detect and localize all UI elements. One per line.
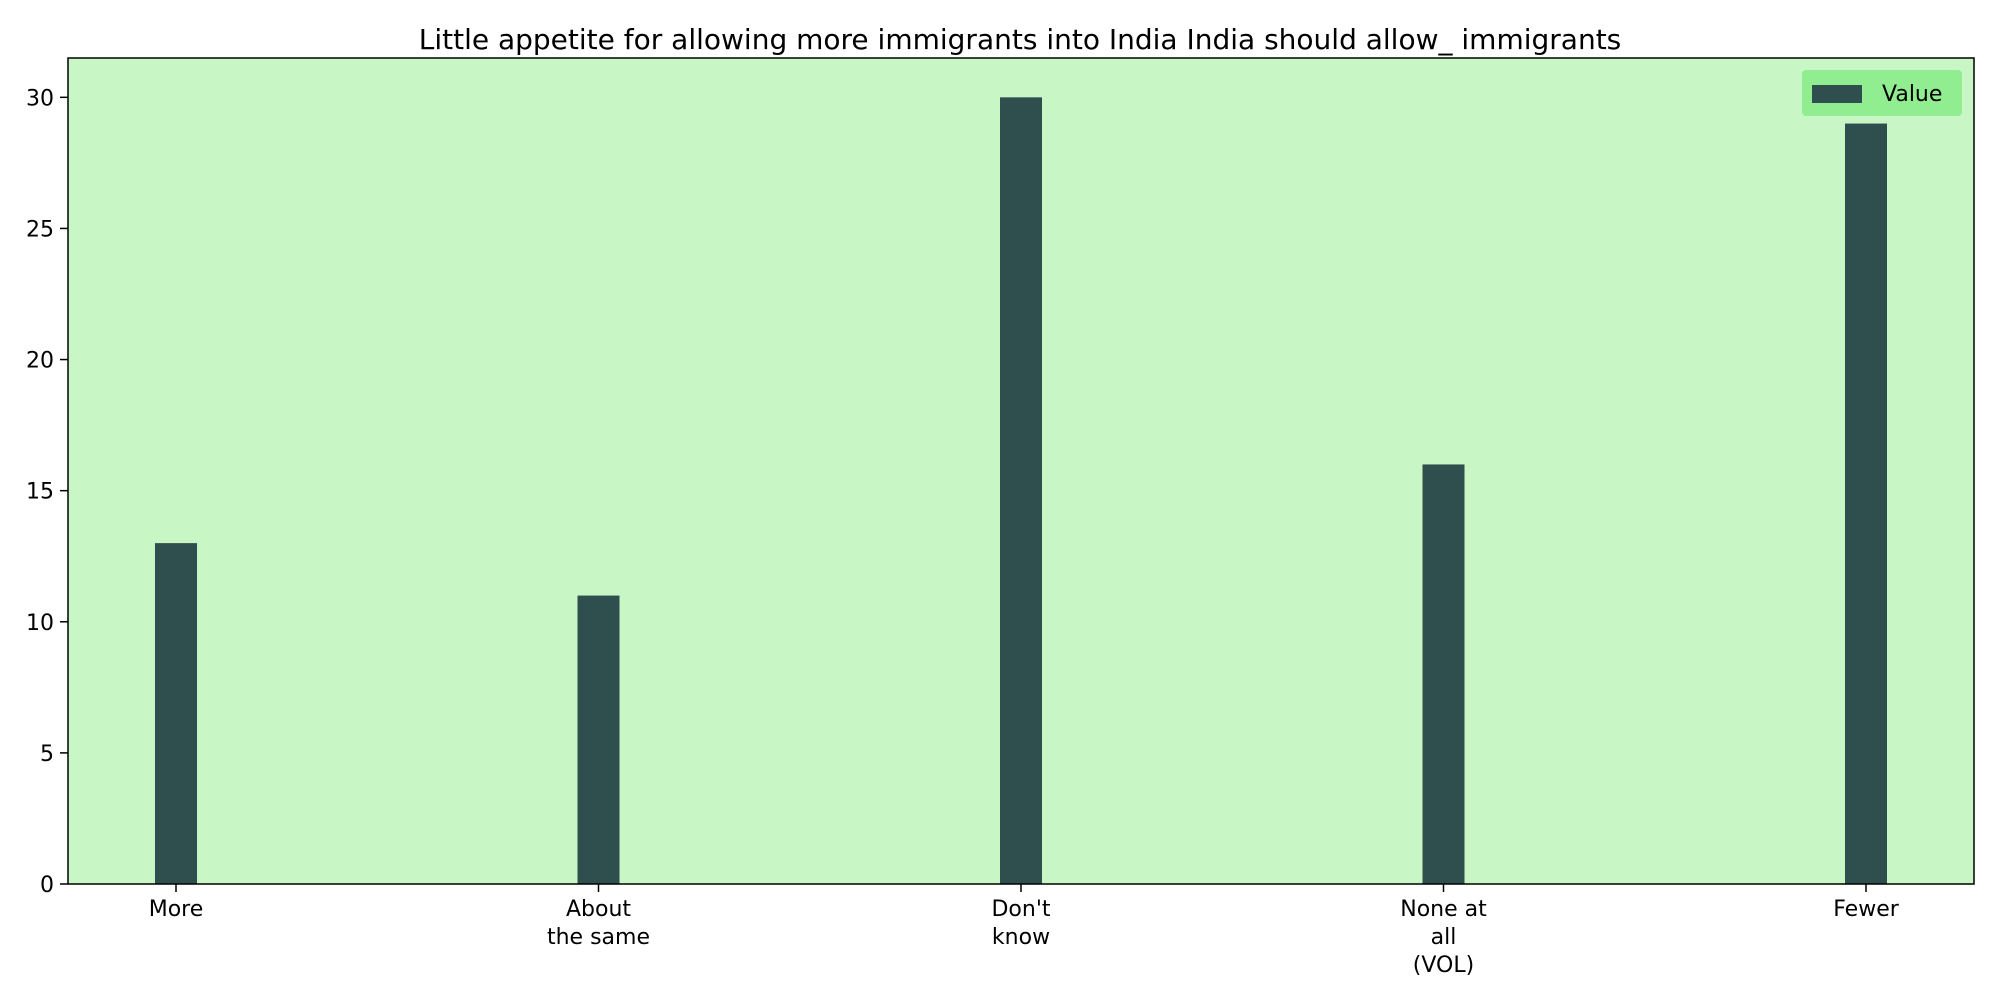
chart-title: Little appetite for allowing more immigr… — [419, 23, 1622, 56]
bars-group — [155, 97, 1887, 885]
y-tick-label: 10 — [26, 611, 54, 636]
x-tick-label: More — [149, 897, 204, 922]
x-tick-label: None at all (VOL) — [1400, 897, 1487, 978]
y-tick-label: 25 — [26, 217, 54, 242]
y-tick-label: 5 — [40, 742, 54, 767]
legend-label: Value — [1882, 82, 1942, 107]
y-tick-label: 15 — [26, 480, 54, 505]
x-axis: More About the same Don't know None at all (VOL… — [149, 884, 1900, 978]
bar — [155, 543, 197, 884]
legend: Value — [1802, 70, 1962, 116]
y-axis: 0 5 10 15 20 25 30 — [26, 86, 68, 898]
bar — [1422, 464, 1465, 884]
x-tick-label: Fewer — [1833, 897, 1900, 922]
x-tick-label: Don't know — [991, 897, 1050, 950]
bar — [1000, 97, 1042, 885]
y-tick-label: 0 — [40, 873, 54, 898]
plot-frame — [67, 57, 1975, 885]
legend-box — [1802, 70, 1962, 116]
bar — [577, 595, 620, 884]
y-tick-label: 20 — [26, 349, 54, 374]
y-tick-label: 30 — [26, 86, 54, 111]
legend-swatch — [1812, 85, 1862, 103]
x-tick-label: About the same — [547, 897, 650, 950]
bar — [1845, 123, 1887, 885]
